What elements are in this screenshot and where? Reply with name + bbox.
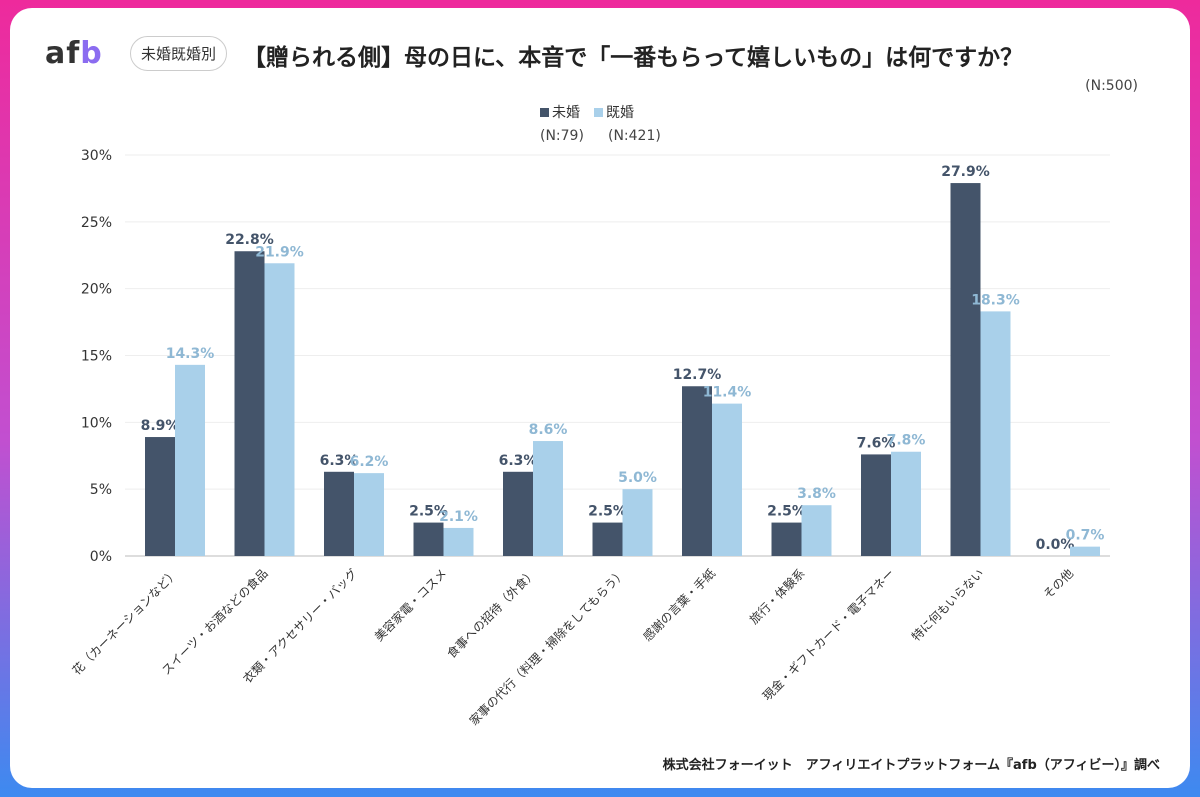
y-tick-label: 0% <box>90 549 112 565</box>
afb-logo: afb <box>45 36 103 71</box>
data-label: 21.9% <box>255 244 304 260</box>
data-label: 22.8% <box>225 232 274 248</box>
x-tick-label: 感謝の言葉・手紙 <box>640 566 718 644</box>
bar-married <box>533 441 563 556</box>
bar-married <box>1070 546 1100 556</box>
bar-married <box>980 311 1011 556</box>
legend-item-unmarried: 未婚 <box>540 102 580 122</box>
bar-unmarried <box>861 454 891 556</box>
data-label: 7.6% <box>857 435 896 451</box>
data-label: 2.5% <box>409 504 448 520</box>
y-tick-label: 15% <box>81 349 112 365</box>
x-tick-label: 特に何もいらない <box>908 566 986 644</box>
bar-unmarried <box>324 471 354 556</box>
data-label: 6.3% <box>499 453 538 469</box>
category-tag: 未婚既婚別 <box>130 36 228 71</box>
x-tick-label: 旅行・体験系 <box>746 566 808 628</box>
data-label: 11.4% <box>703 385 752 401</box>
bar-unmarried <box>503 471 533 556</box>
bar-unmarried <box>682 386 712 556</box>
sample-size-married: (N:421) <box>608 128 661 144</box>
data-label: 7.8% <box>887 433 926 449</box>
bar-married <box>801 505 832 556</box>
data-label: 6.3% <box>320 453 359 469</box>
bar-married <box>354 473 384 556</box>
data-label: 18.3% <box>971 292 1020 308</box>
y-tick-label: 30% <box>81 148 112 164</box>
data-label: 8.6% <box>529 422 568 438</box>
x-tick-label: スイーツ・お酒などの食品 <box>158 566 270 678</box>
source-credit: 株式会社フォーイット アフィリエイトプラットフォーム『afb（アフィビー）』調べ <box>662 758 1160 773</box>
x-tick-label: 花（カーネーションなど） <box>69 566 181 678</box>
data-label: 27.9% <box>941 164 990 180</box>
data-label: 14.3% <box>166 346 215 362</box>
y-tick-label: 10% <box>81 415 112 431</box>
data-label: 5.0% <box>618 470 657 486</box>
bar-married <box>622 489 653 556</box>
bar-unmarried <box>413 522 444 556</box>
data-label: 2.5% <box>767 504 806 520</box>
x-tick-label: 家事の代行（料理・掃除をしてもらう） <box>466 566 629 729</box>
x-tick-label: 食事への招待（外食） <box>444 566 539 661</box>
bar-married <box>264 263 295 556</box>
legend: 未婚 既婚 <box>540 102 634 122</box>
data-label: 3.8% <box>797 486 836 502</box>
legend-item-married: 既婚 <box>594 102 634 122</box>
bar-married <box>175 364 205 556</box>
data-label: 2.1% <box>439 509 478 525</box>
data-label: 2.5% <box>588 504 627 520</box>
bar-unmarried <box>771 522 802 556</box>
bar-unmarried <box>592 522 623 556</box>
y-tick-label: 25% <box>81 215 112 231</box>
chart-title: 【贈られる側】母の日に、本音で「一番もらって嬉しいもの」は何ですか？ <box>243 45 1024 71</box>
bar-married <box>891 451 921 556</box>
bar-unmarried <box>145 437 175 556</box>
bar-unmarried <box>234 251 265 557</box>
x-tick-label: 美容家電・コスメ <box>371 566 449 644</box>
data-label: 0.7% <box>1066 528 1105 544</box>
data-label: 0.0% <box>1036 537 1075 553</box>
y-tick-label: 5% <box>90 482 112 498</box>
bar-married <box>712 403 742 556</box>
y-tick-label: 20% <box>81 282 112 298</box>
sample-size-total: (N:500) <box>1085 78 1138 94</box>
bar-married <box>443 527 474 556</box>
data-label: 6.2% <box>350 454 389 470</box>
x-tick-label: その他 <box>1041 566 1076 601</box>
sample-size-unmarried: (N:79) <box>540 128 584 144</box>
data-label: 12.7% <box>673 367 722 383</box>
bar-unmarried <box>950 183 981 556</box>
data-label: 8.9% <box>141 418 180 434</box>
